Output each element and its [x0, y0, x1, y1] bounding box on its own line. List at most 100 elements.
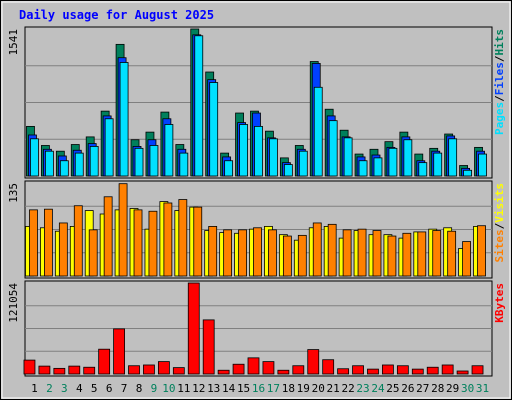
- bar-sites-day-11: [178, 199, 188, 277]
- bar-kbytes-day-9: [143, 364, 155, 375]
- bar-kbytes-day-11: [172, 367, 185, 375]
- bar-sites-day-18: [282, 235, 292, 277]
- bar-pages-day-10: [164, 124, 174, 177]
- bar-kbytes-day-7: [113, 328, 125, 375]
- bar-sites-day-27: [417, 231, 427, 277]
- bar-kbytes-day-24: [367, 368, 379, 375]
- x-tick-day-21: 21: [327, 382, 340, 395]
- bar-kbytes-day-20: [307, 349, 320, 375]
- bar-kbytes-day-1: [23, 359, 36, 375]
- bar-sites-day-17: [268, 229, 277, 277]
- x-tick-day-16: 16: [252, 382, 265, 395]
- y-max-label: 1541: [7, 29, 20, 56]
- bar-sites-day-1: [29, 209, 38, 277]
- bar-kbytes-day-18: [277, 369, 290, 375]
- bar-sites-day-30: [462, 241, 471, 277]
- bar-pages-day-21: [328, 120, 338, 177]
- bar-kbytes-day-22: [337, 368, 350, 375]
- legend-pages: Pages: [493, 102, 506, 135]
- bar-kbytes-day-15: [232, 363, 245, 375]
- bar-pages-day-23: [358, 160, 368, 177]
- bar-pages-day-7: [119, 62, 129, 177]
- bar-sites-day-29: [447, 230, 457, 277]
- x-tick-day-18: 18: [282, 382, 295, 395]
- bar-kbytes-day-17: [262, 361, 275, 375]
- bar-pages-day-30: [463, 169, 472, 177]
- bar-pages-day-15: [239, 124, 248, 177]
- bar-pages-day-11: [179, 152, 189, 177]
- x-tick-day-4: 4: [76, 382, 83, 395]
- right-legend: Sites/Visits: [493, 183, 506, 263]
- bar-kbytes-day-29: [441, 364, 454, 375]
- bar-sites-day-31: [477, 225, 486, 277]
- bar-pages-day-14: [224, 160, 234, 177]
- bar-pages-day-2: [45, 150, 54, 177]
- bar-kbytes-day-26: [396, 365, 409, 375]
- panel-3: 121054 KBytes: [7, 280, 506, 377]
- bar-pages-day-25: [388, 147, 398, 177]
- x-tick-day-3: 3: [61, 382, 68, 395]
- bar-kbytes-day-31: [471, 365, 484, 375]
- x-tick-day-14: 14: [222, 382, 236, 395]
- bar-sites-day-14: [223, 229, 233, 277]
- series-pages: [30, 35, 487, 177]
- bar-pages-day-6: [104, 118, 114, 177]
- bar-sites-day-26: [402, 232, 412, 277]
- bar-pages-day-28: [433, 152, 443, 177]
- bar-kbytes-day-23: [352, 365, 364, 375]
- right-legend: KBytes: [493, 283, 506, 323]
- series-kbytes: [23, 282, 484, 375]
- bar-pages-day-17: [269, 138, 278, 177]
- bar-pages-day-20: [313, 86, 323, 177]
- bar-pages-day-18: [283, 164, 293, 177]
- x-tick-day-28: 28: [431, 382, 444, 395]
- bar-pages-day-9: [149, 145, 159, 177]
- panel-2: 135 Sites/Visits: [7, 180, 506, 279]
- legend-files: Files: [493, 62, 506, 95]
- bar-pages-day-8: [134, 147, 144, 177]
- bar-kbytes-day-6: [98, 348, 111, 375]
- legend-visits: Visits: [493, 183, 506, 223]
- x-tick-day-27: 27: [416, 382, 429, 395]
- x-tick-day-8: 8: [136, 382, 143, 395]
- x-tick-day-29: 29: [446, 382, 459, 395]
- bar-kbytes-day-5: [83, 366, 96, 375]
- bar-kbytes-day-10: [157, 361, 170, 375]
- bar-sites-day-20: [312, 222, 322, 277]
- legend-separator: /: [493, 55, 506, 62]
- x-tick-day-19: 19: [297, 382, 310, 395]
- bar-pages-day-31: [478, 153, 487, 177]
- x-tick-day-11: 11: [177, 382, 190, 395]
- bar-pages-day-19: [298, 150, 308, 177]
- bar-sites-day-4: [73, 205, 83, 277]
- bar-sites-day-6: [103, 196, 113, 277]
- bar-sites-day-25: [387, 235, 397, 277]
- x-tick-day-22: 22: [341, 382, 354, 395]
- bar-sites-day-3: [58, 222, 68, 277]
- bar-sites-day-5: [88, 229, 98, 277]
- legend-separator: /: [493, 222, 506, 229]
- legend-kbytes: KBytes: [493, 283, 506, 323]
- x-tick-day-24: 24: [371, 382, 385, 395]
- x-tick-day-17: 17: [267, 382, 280, 395]
- bar-sites-day-10: [163, 202, 173, 277]
- bar-kbytes-day-30: [456, 370, 469, 375]
- bar-kbytes-day-8: [128, 365, 140, 375]
- bar-kbytes-day-28: [426, 366, 439, 375]
- bar-kbytes-day-2: [38, 365, 51, 375]
- bar-sites-day-16: [253, 227, 262, 277]
- x-tick-day-10: 10: [162, 382, 175, 395]
- bar-sites-day-12: [193, 206, 203, 277]
- x-tick-day-6: 6: [106, 382, 113, 395]
- y-max-label: 135: [7, 183, 20, 203]
- bar-pages-day-5: [89, 146, 99, 177]
- bar-kbytes-day-21: [322, 359, 335, 375]
- series-sites: [29, 183, 486, 277]
- right-legend: Pages/Files/Hits: [493, 29, 506, 135]
- bar-sites-day-2: [44, 208, 53, 277]
- x-axis-day-labels: 1 2 3 4 5 6 7 8 9 10 11 12 13 14 15 16 17 18 19 20 21 22 23 24 2…: [31, 382, 489, 395]
- bar-pages-day-16: [254, 125, 263, 177]
- x-tick-day-30: 30: [461, 382, 474, 395]
